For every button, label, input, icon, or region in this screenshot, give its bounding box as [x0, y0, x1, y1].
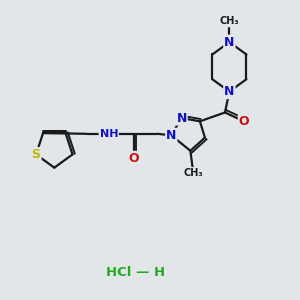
- Text: S: S: [32, 148, 40, 161]
- Text: N: N: [224, 85, 235, 98]
- Text: NH: NH: [100, 129, 118, 139]
- Text: O: O: [239, 115, 249, 128]
- Text: CH₃: CH₃: [184, 168, 203, 178]
- Text: N: N: [166, 129, 176, 142]
- Text: N: N: [176, 112, 187, 124]
- Text: CH₃: CH₃: [220, 16, 239, 26]
- Text: O: O: [128, 152, 139, 165]
- Text: N: N: [224, 36, 235, 49]
- Text: HCl — H: HCl — H: [106, 266, 165, 279]
